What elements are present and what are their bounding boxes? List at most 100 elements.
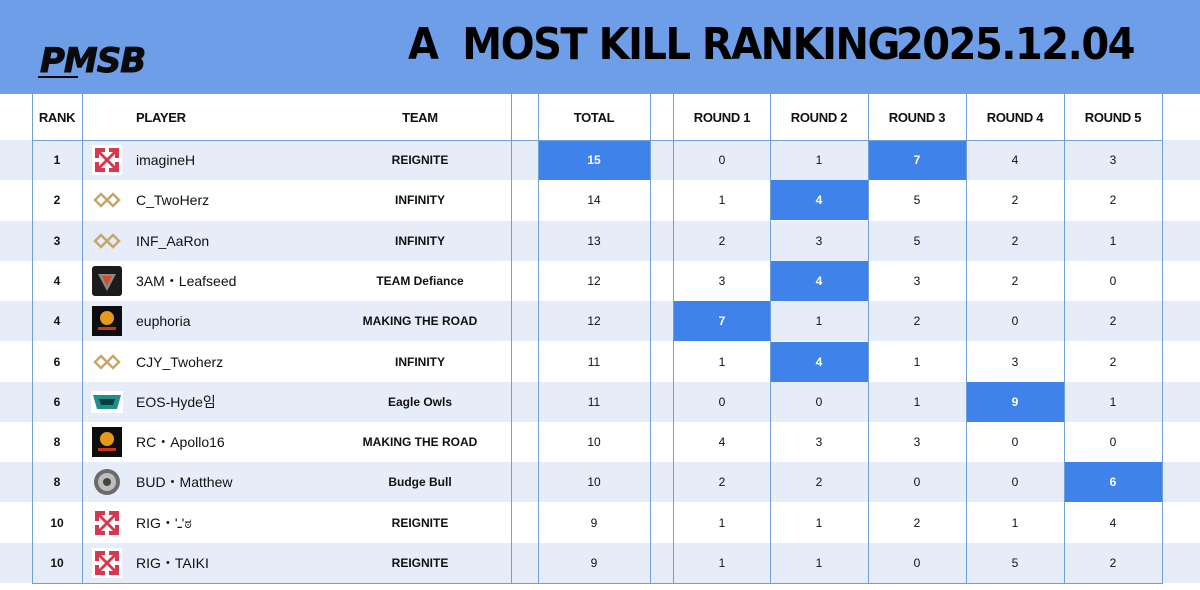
round-3-kills: 3 — [913, 273, 921, 288]
round-1-kills: 3 — [718, 273, 726, 288]
rank-cell: 2 — [53, 193, 61, 208]
rank-cell: 3 — [53, 233, 61, 248]
ranking-table: RANK PLAYER TEAM TOTAL ROUND 1 ROUND 2 R… — [0, 94, 1200, 584]
round-2-kills: 4 — [770, 180, 868, 221]
col-round4-header: ROUND 4 — [986, 109, 1044, 125]
grid-line — [32, 94, 33, 584]
grid-line — [538, 94, 539, 584]
round-1-kills: 0 — [718, 153, 726, 167]
table-row: 2 C_TwoHerz INFINITY 14 1 4 5 2 2 — [0, 180, 1200, 221]
grid-line — [1064, 94, 1065, 584]
player-name: BUD・Matthew — [136, 474, 233, 491]
round-1-kills: 4 — [718, 435, 726, 450]
col-rank-header: RANK — [38, 109, 76, 125]
player-name: C_TwoHerz — [136, 192, 210, 209]
grid-line — [770, 94, 771, 584]
team-name: REIGNITE — [391, 515, 449, 530]
round-1-kills: 1 — [718, 515, 726, 530]
player-name: INF_AaRon — [136, 232, 210, 249]
round-4-kills: 0 — [1011, 435, 1019, 450]
defiance-logo — [91, 265, 123, 296]
table-row: 4 euphoria MAKING THE ROAD 12 7 1 2 0 2 — [0, 301, 1200, 342]
team-name: REIGNITE — [391, 153, 449, 167]
rank-cell: 4 — [53, 314, 61, 329]
round-1-kills: 1 — [718, 556, 726, 570]
rank-cell: 4 — [53, 273, 61, 288]
making-the-road-logo — [91, 427, 123, 458]
team-name: TEAM Defiance — [376, 273, 464, 288]
col-total-header: TOTAL — [573, 109, 615, 125]
round-4-kills: 0 — [1011, 475, 1019, 490]
team-name: INFINITY — [395, 233, 445, 248]
round-1-kills: 0 — [718, 394, 726, 409]
logo-text: PMSB — [40, 42, 145, 78]
reignite-logo — [91, 145, 123, 175]
team-name: Eagle Owls — [387, 394, 453, 409]
total-kills: 9 — [590, 556, 598, 570]
budge-bull-logo — [91, 467, 123, 497]
player-name: CJY_Twoherz — [136, 353, 224, 370]
team-name: MAKING THE ROAD — [362, 435, 478, 450]
round-5-kills: 0 — [1109, 435, 1117, 450]
table-row: 6 CJY_Twoherz INFINITY 11 1 4 1 3 2 — [0, 341, 1200, 382]
infinity-logo — [91, 226, 123, 256]
team-name: Budge Bull — [388, 475, 452, 490]
round-5-kills: 2 — [1109, 556, 1117, 570]
total-kills: 11 — [587, 354, 601, 369]
total-kills: 15 — [538, 140, 650, 180]
round-5-kills: 1 — [1109, 233, 1117, 248]
round-4-kills: 2 — [1011, 233, 1019, 248]
total-kills: 9 — [590, 515, 598, 530]
round-5-kills: 1 — [1109, 394, 1117, 409]
grid-line — [32, 140, 1162, 141]
round-1-kills: 1 — [718, 354, 726, 369]
round-2-kills: 3 — [815, 233, 823, 248]
rank-cell: 8 — [53, 475, 61, 490]
col-round5-header: ROUND 5 — [1084, 109, 1142, 125]
rank-cell: 10 — [50, 515, 64, 530]
player-name: RIG・TAIKI — [136, 555, 209, 571]
page-title: A MOST KILL RANKING — [408, 20, 900, 70]
grid-line — [1162, 94, 1163, 584]
header-banner: PMSB A MOST KILL RANKING 2025.12.04 — [0, 0, 1200, 94]
grid-line — [966, 94, 967, 584]
player-name: EOS-Hyde임 — [136, 393, 216, 410]
round-1-kills: 2 — [718, 233, 726, 248]
player-name: imagineH — [136, 152, 196, 168]
round-4-kills: 3 — [1011, 354, 1019, 369]
table-row: 1 imagineH REIGNITE 15 0 1 7 4 3 — [0, 140, 1200, 180]
total-kills: 11 — [587, 394, 601, 409]
round-1-kills: 2 — [718, 475, 726, 490]
round-1-kills: 7 — [673, 301, 771, 342]
making-the-road-logo — [91, 306, 123, 337]
round-2-kills: 4 — [770, 260, 868, 301]
round-3-kills: 1 — [913, 394, 921, 409]
round-2-kills: 3 — [815, 435, 823, 450]
rank-cell: 6 — [53, 354, 61, 369]
player-name: 3AM・Leafseed — [136, 272, 237, 289]
total-kills: 10 — [587, 435, 601, 450]
grid-line — [868, 94, 869, 584]
round-5-kills: 4 — [1109, 515, 1117, 530]
col-player-header: PLAYER — [136, 109, 186, 125]
total-kills: 12 — [587, 314, 601, 329]
round-4-kills: 2 — [1011, 273, 1019, 288]
table-row: 10 RIG・TAIKI REIGNITE 9 1 1 0 5 2 — [0, 543, 1200, 583]
table-row: 10 RIG・'ـ'ಠ REIGNITE 9 1 1 2 1 4 — [0, 503, 1200, 543]
grid-line — [673, 94, 674, 584]
table-row: 8 BUD・Matthew Budge Bull 10 2 2 0 0 6 — [0, 462, 1200, 503]
reignite-logo — [91, 548, 123, 578]
round-2-kills: 4 — [770, 341, 868, 382]
round-5-kills: 3 — [1109, 153, 1117, 167]
round-2-kills: 1 — [815, 314, 823, 329]
round-1-kills: 1 — [718, 193, 726, 208]
round-4-kills: 1 — [1011, 515, 1019, 530]
eagle-owls-logo — [91, 387, 123, 417]
round-2-kills: 2 — [815, 475, 823, 490]
total-kills: 12 — [587, 273, 601, 288]
round-5-kills: 2 — [1109, 314, 1117, 329]
date-label: 2025.12.04 — [895, 20, 1136, 70]
player-name: RIG・'ـ'ಠ — [136, 514, 192, 531]
round-2-kills: 0 — [815, 394, 823, 409]
infinity-logo — [91, 185, 123, 215]
